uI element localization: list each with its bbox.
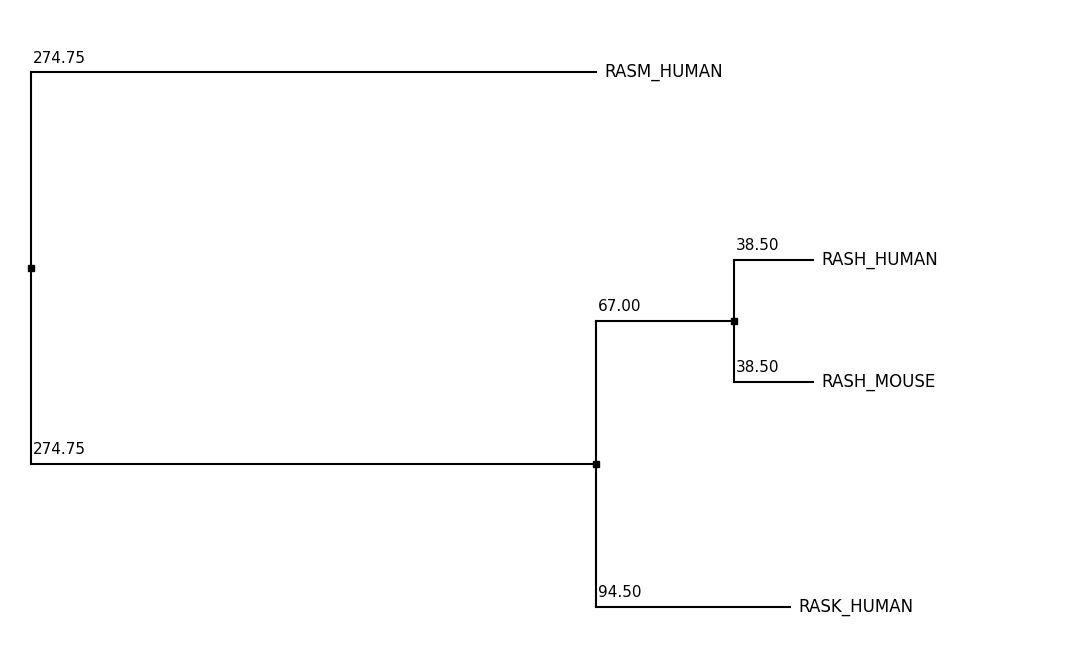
Text: RASH_MOUSE: RASH_MOUSE [822,373,935,391]
Text: 67.00: 67.00 [598,299,642,314]
Text: 94.50: 94.50 [598,586,642,600]
Text: RASH_HUMAN: RASH_HUMAN [822,251,938,269]
Text: 274.75: 274.75 [33,442,87,458]
Text: 38.50: 38.50 [736,360,779,375]
Text: RASK_HUMAN: RASK_HUMAN [798,598,914,616]
Text: 274.75: 274.75 [33,51,87,66]
Text: 38.50: 38.50 [736,239,779,253]
Text: RASM_HUMAN: RASM_HUMAN [605,64,723,81]
